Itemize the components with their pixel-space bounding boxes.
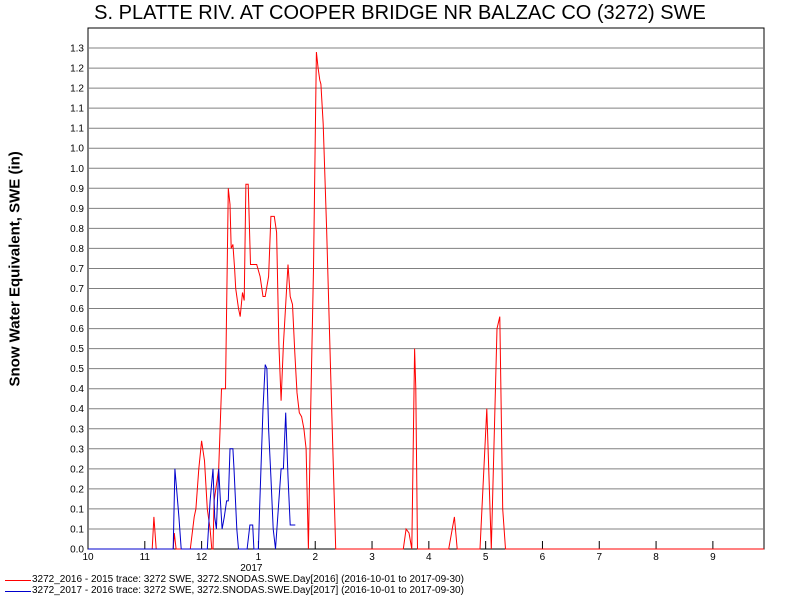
chart-title: S. PLATTE RIV. AT COOPER BRIDGE NR BALZA… [94, 2, 706, 24]
x-axis-year-label: 2017 [240, 563, 263, 574]
y-tick-label: 1.2 [70, 84, 84, 95]
y-tick-label: 0.1 [70, 524, 84, 535]
y-tick-label: 0.2 [70, 484, 84, 495]
y-tick-label: 0.2 [70, 464, 84, 475]
x-tick-label: 10 [82, 552, 94, 563]
x-tick-label: 3 [369, 552, 375, 563]
legend-swatch-2016 [5, 580, 31, 581]
y-tick-label: 1.3 [70, 44, 84, 55]
legend-entry-2016: 3272_2016 - 2015 trace: 3272 SWE, 3272.S… [32, 574, 464, 585]
x-tick-label: 12 [196, 552, 208, 563]
y-tick-label: 0.9 [70, 204, 84, 215]
y-tick-label: 0.3 [70, 424, 84, 435]
y-tick-label: 0.0 [70, 545, 84, 556]
y-axis-ticks: 0.0 0.1 0.1 0.2 0.2 0.3 0.3 0.4 0.4 0.5 0.5 0.6 0.6 0… [70, 44, 84, 556]
y-tick-label: 0.5 [70, 344, 84, 355]
y-tick-label: 1.1 [70, 104, 84, 115]
y-tick-label: 1.1 [70, 124, 84, 135]
y-tick-label: 0.4 [70, 404, 84, 415]
y-tick-label: 0.4 [70, 384, 84, 395]
x-tick-label: 11 [140, 552, 151, 563]
x-tick-label: 5 [483, 552, 489, 563]
x-tick-label: 9 [710, 552, 716, 563]
y-tick-label: 0.1 [70, 504, 84, 515]
x-tick-label: 7 [596, 552, 602, 563]
x-tick-label: 2 [312, 552, 318, 563]
y-tick-label: 1.2 [70, 64, 84, 75]
y-tick-label: 0.6 [70, 304, 84, 315]
y-tick-label: 0.7 [70, 264, 84, 275]
y-tick-label: 0.8 [70, 224, 84, 235]
legend-swatch-2017 [5, 591, 31, 592]
y-tick-label: 0.9 [70, 184, 84, 195]
y-tick-label: 0.8 [70, 244, 84, 255]
y-tick-label: 0.5 [70, 364, 84, 375]
y-tick-label: 0.6 [70, 324, 84, 335]
y-tick-label: 1.0 [70, 164, 84, 175]
x-axis-ticks: 10 11 12 1 2 3 4 5 6 7 8 9 [82, 541, 716, 563]
x-tick-label: 6 [540, 552, 546, 563]
y-tick-label: 0.3 [70, 444, 84, 455]
legend-entry-2017: 3272_2017 - 2016 trace: 3272 SWE, 3272.S… [32, 585, 464, 596]
x-tick-label: 1 [256, 552, 262, 563]
x-tick-label: 4 [426, 552, 432, 563]
y-tick-label: 1.0 [70, 144, 84, 155]
x-tick-label: 8 [653, 552, 659, 563]
series-line-1 [88, 364, 296, 550]
series-lines [88, 51, 764, 550]
y-tick-label: 0.7 [70, 284, 84, 295]
series-line-0 [88, 51, 764, 550]
grid-lines [88, 47, 764, 530]
